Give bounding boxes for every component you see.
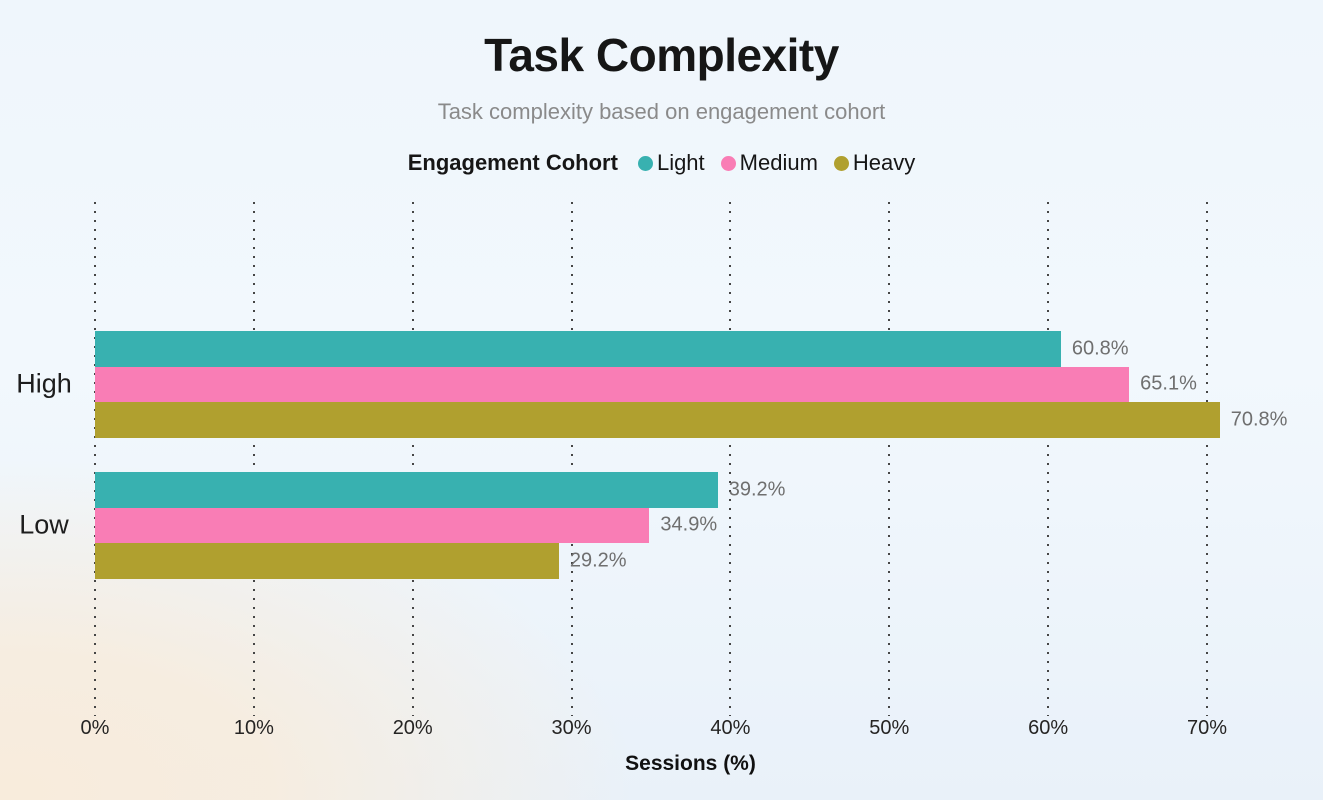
legend-item-light[interactable]: Light [637,150,705,176]
bar-high-light[interactable] [95,331,1061,367]
legend-swatch-icon [637,155,653,171]
legend-item-label: Light [656,150,705,175]
x-tick-label: 30% [551,717,592,739]
x-tick-label: 70% [1186,717,1228,739]
value-label: 70.8% [1230,408,1288,431]
gridline [252,202,255,716]
gridline [1206,202,1208,716]
chart-subtitle: Task complexity based on engagement coho… [437,99,886,124]
value-label: 39.2% [728,478,786,501]
x-tick-label: 40% [710,717,751,739]
legend-item-medium[interactable]: Medium [720,150,818,176]
value-label: 29.2% [569,549,627,572]
category-label-high: High [16,368,72,399]
bar-high-medium[interactable] [95,366,1130,403]
category-label-low: Low [19,509,69,540]
x-tick-label: 0% [80,717,110,739]
gridline [729,202,732,716]
x-tick-label: 50% [869,717,910,739]
gridline [570,202,573,716]
chart-title: Task Complexity [484,29,839,81]
gridline [1047,202,1050,716]
x-axis-title: Sessions (%) [625,752,756,775]
legend: Engagement Cohort Light Medium Heavy [0,150,1323,176]
bar-high-heavy[interactable] [95,402,1220,438]
gridline [888,202,891,716]
bar-low-light[interactable] [95,472,718,508]
legend-swatch-icon [720,155,736,171]
legend-item-label: Medium [739,150,818,175]
legend-title: Engagement Cohort [407,150,618,175]
gridline [94,202,96,716]
value-label: 65.1% [1140,372,1197,395]
legend-item-heavy[interactable]: Heavy [833,150,916,176]
value-label: 60.8% [1071,337,1129,360]
x-tick-label: 10% [233,717,274,739]
gridline [411,202,414,716]
bar-low-heavy[interactable] [95,543,559,579]
legend-swatch-icon [833,155,849,171]
legend-item-label: Heavy [852,150,916,175]
x-tick-label: 60% [1028,717,1069,739]
value-label: 34.9% [660,513,718,536]
x-tick-label: 20% [392,717,433,739]
bar-low-medium[interactable] [95,507,650,544]
